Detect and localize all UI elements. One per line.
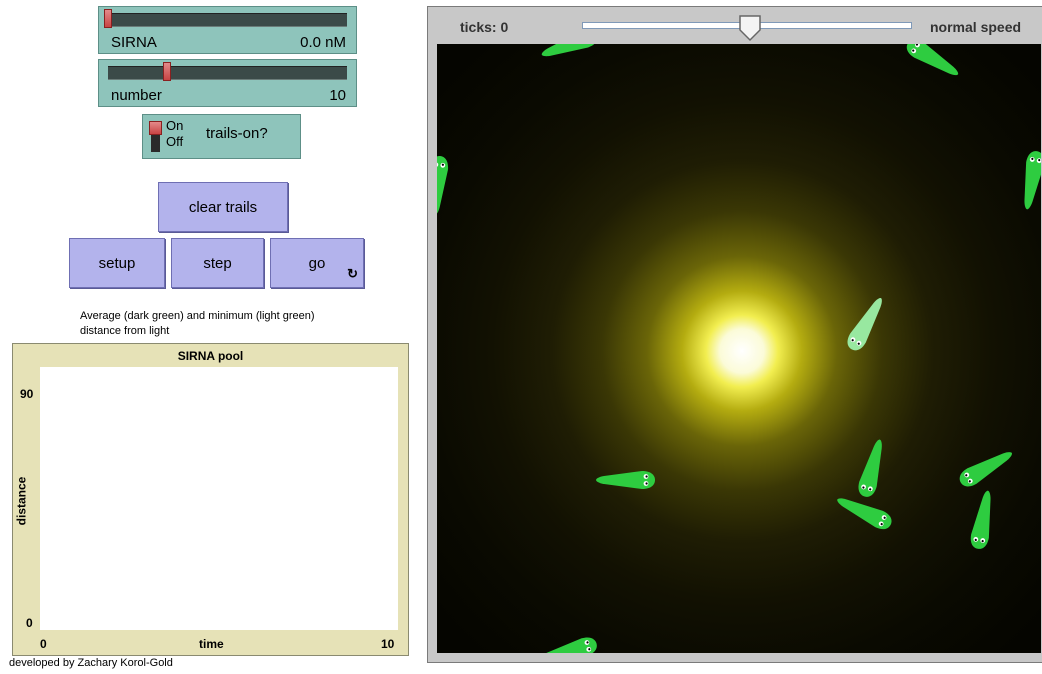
switch-body bbox=[151, 124, 160, 152]
switch-knob[interactable] bbox=[149, 121, 162, 135]
planarian-icon bbox=[956, 445, 1017, 491]
sirna-slider[interactable]: SIRNA 0.0 nM bbox=[98, 6, 357, 54]
plot-area bbox=[40, 367, 398, 630]
forever-icon: ↻ bbox=[347, 266, 358, 281]
planarian-icon bbox=[538, 44, 601, 64]
number-slider[interactable]: number 10 bbox=[98, 59, 357, 107]
x-min-label: 0 bbox=[40, 637, 47, 651]
plot-panel: SIRNA pool 90 0 distance 0 time 10 bbox=[12, 343, 409, 656]
planarian-icon bbox=[968, 489, 997, 551]
planarian-icon bbox=[903, 44, 963, 83]
planarian-light-icon bbox=[843, 293, 889, 354]
speed-label: normal speed bbox=[930, 19, 1022, 35]
number-slider-value: 10 bbox=[329, 87, 346, 104]
switch-on-label: On bbox=[166, 118, 184, 133]
sirna-slider-value: 0.0 nM bbox=[300, 34, 346, 51]
credit-text: developed by Zachary Korol-Gold bbox=[9, 657, 173, 669]
world-canvas[interactable] bbox=[437, 44, 1041, 653]
switch-off-label: Off bbox=[166, 134, 184, 149]
y-min-label: 0 bbox=[26, 616, 33, 630]
plot-caption: Average (dark green) and minimum (light … bbox=[80, 310, 315, 337]
x-max-label: 10 bbox=[381, 637, 395, 651]
ticks-counter: ticks: 0 bbox=[460, 19, 509, 35]
x-axis-label: time bbox=[199, 637, 224, 651]
planarian-icon bbox=[833, 491, 895, 533]
sirna-slider-label: SIRNA bbox=[111, 34, 157, 51]
planarian-icon bbox=[596, 471, 655, 489]
planarian-icon bbox=[537, 634, 599, 653]
number-slider-label: number bbox=[111, 87, 162, 104]
speed-slider-thumb[interactable] bbox=[738, 14, 762, 42]
y-axis-label: distance bbox=[14, 476, 29, 526]
go-button-label: go bbox=[308, 254, 326, 272]
planarian-icon bbox=[855, 437, 889, 499]
planarian-icon bbox=[1018, 149, 1041, 211]
number-slider-track[interactable] bbox=[108, 66, 347, 80]
step-button[interactable]: step bbox=[171, 238, 264, 288]
trails-switch[interactable]: On Off trails-on? bbox=[142, 114, 301, 159]
setup-button[interactable]: setup bbox=[69, 238, 165, 288]
clear-trails-button[interactable]: clear trails bbox=[158, 182, 288, 232]
planarian-icon bbox=[437, 155, 450, 216]
plot-title: SIRNA pool bbox=[177, 349, 244, 363]
turtle-layer bbox=[437, 44, 1041, 653]
sirna-slider-knob[interactable] bbox=[104, 9, 112, 28]
go-button[interactable]: go ↻ bbox=[270, 238, 364, 288]
switch-name-label: trails-on? bbox=[206, 125, 268, 142]
world-view-panel: ticks: 0 normal speed bbox=[427, 6, 1042, 663]
sirna-slider-track[interactable] bbox=[108, 13, 347, 27]
y-max-label: 90 bbox=[20, 387, 34, 401]
number-slider-knob[interactable] bbox=[163, 62, 171, 81]
